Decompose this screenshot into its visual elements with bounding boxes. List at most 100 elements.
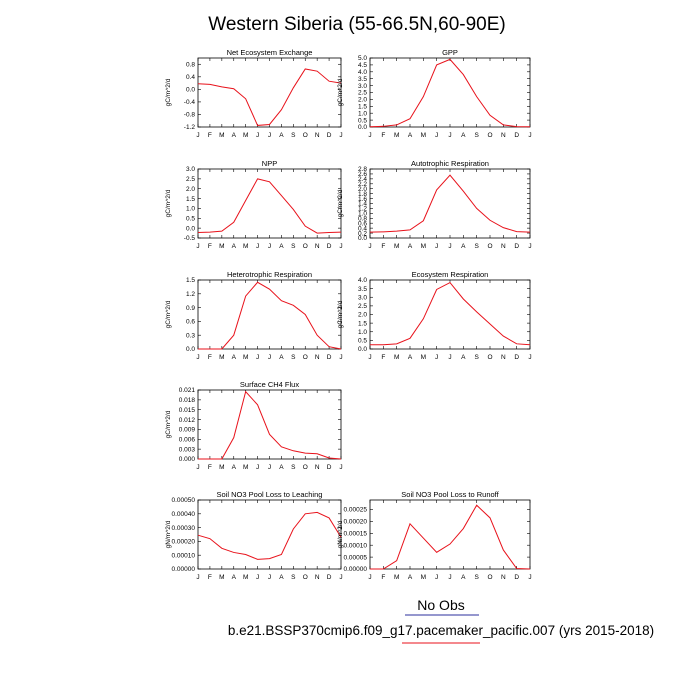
x-tick-label: M bbox=[421, 243, 426, 250]
y-tick-label: 0.00020 bbox=[344, 519, 368, 526]
panel-title: Autotrophic Respiration bbox=[411, 159, 489, 168]
x-tick-label: J bbox=[268, 132, 271, 139]
x-tick-label: N bbox=[315, 132, 320, 139]
x-tick-label: J bbox=[339, 132, 342, 139]
plot-frame bbox=[369, 279, 531, 350]
x-tick-label: A bbox=[279, 354, 284, 361]
x-tick-label: M bbox=[394, 132, 399, 139]
legend-label: No Obs bbox=[417, 597, 464, 613]
x-tick-label: D bbox=[514, 132, 519, 139]
x-tick-label: A bbox=[461, 243, 466, 250]
x-tick-label: A bbox=[232, 243, 237, 250]
x-tick-label: A bbox=[408, 243, 413, 250]
x-tick-label: F bbox=[381, 354, 385, 361]
x-tick-label: J bbox=[528, 574, 531, 581]
series-line bbox=[197, 68, 342, 126]
x-tick-label: J bbox=[196, 243, 199, 250]
x-tick-label: J bbox=[435, 132, 438, 139]
panel-title: Soil NO3 Pool Loss to Runoff bbox=[401, 490, 499, 499]
y-tick-label: 2.8 bbox=[358, 166, 367, 173]
x-tick-label: A bbox=[232, 132, 237, 139]
y-tick-label: 0.00010 bbox=[344, 542, 368, 549]
x-tick-label: D bbox=[514, 243, 519, 250]
y-tick-label: 3.0 bbox=[186, 166, 195, 173]
panel-title: Net Ecosystem Exchange bbox=[227, 48, 313, 57]
x-tick-label: J bbox=[196, 354, 199, 361]
x-tick-label: M bbox=[243, 574, 248, 581]
y-tick-label: 0.009 bbox=[179, 427, 196, 434]
y-tick-label: 2.0 bbox=[186, 186, 195, 193]
x-tick-label: M bbox=[219, 574, 224, 581]
y-tick-label: 0.0 bbox=[358, 346, 367, 353]
x-tick-label: M bbox=[219, 132, 224, 139]
plot-frame bbox=[197, 389, 342, 460]
x-tick-label: A bbox=[461, 132, 466, 139]
x-tick-label: S bbox=[474, 574, 479, 581]
y-tick-label: 0.000 bbox=[179, 456, 196, 463]
y-tick-label: 4.0 bbox=[358, 69, 367, 76]
series-line bbox=[198, 390, 342, 460]
x-tick-label: S bbox=[291, 574, 296, 581]
y-tick-label: 1.5 bbox=[186, 277, 195, 284]
x-tick-label: N bbox=[501, 574, 506, 581]
x-tick-label: M bbox=[421, 354, 426, 361]
y-axis-label: gC/m^2/d bbox=[337, 300, 344, 328]
x-tick-label: F bbox=[208, 354, 212, 361]
x-tick-label: N bbox=[315, 574, 320, 581]
x-tick-label: J bbox=[256, 243, 259, 250]
x-tick-label: A bbox=[232, 464, 237, 471]
panel-title: Ecosystem Respiration bbox=[412, 270, 489, 279]
x-tick-label: J bbox=[368, 243, 371, 250]
x-tick-label: F bbox=[381, 132, 385, 139]
x-tick-label: S bbox=[291, 243, 296, 250]
y-tick-label: 3.5 bbox=[358, 76, 367, 83]
y-tick-label: 0.00015 bbox=[344, 531, 368, 538]
y-tick-label: 0.00050 bbox=[172, 497, 196, 504]
series-line bbox=[370, 281, 531, 346]
y-tick-label: 0.5 bbox=[358, 117, 367, 124]
y-tick-label: 2.2 bbox=[358, 181, 367, 188]
x-tick-label: A bbox=[279, 132, 284, 139]
y-tick-label: 2.4 bbox=[358, 176, 367, 183]
x-tick-label: D bbox=[327, 574, 332, 581]
y-tick-label: 1.0 bbox=[358, 329, 367, 336]
y-tick-label: 0.0 bbox=[186, 346, 195, 353]
series-line bbox=[369, 174, 531, 233]
panel-title: Surface CH4 Flux bbox=[240, 380, 299, 389]
y-tick-label: 0.2 bbox=[358, 230, 367, 237]
x-tick-label: J bbox=[368, 354, 371, 361]
x-tick-label: A bbox=[461, 574, 466, 581]
x-tick-label: D bbox=[327, 354, 332, 361]
x-tick-label: J bbox=[368, 574, 371, 581]
y-tick-label: 2.0 bbox=[358, 186, 367, 193]
y-tick-label: 0.8 bbox=[358, 215, 367, 222]
series-line bbox=[369, 58, 531, 128]
x-tick-label: M bbox=[394, 243, 399, 250]
y-tick-label: 1.5 bbox=[186, 196, 195, 203]
y-tick-label: 0.9 bbox=[186, 305, 195, 312]
y-tick-label: 0.00010 bbox=[172, 552, 196, 559]
x-tick-label: M bbox=[394, 354, 399, 361]
x-tick-label: M bbox=[394, 574, 399, 581]
y-tick-label: 0.018 bbox=[179, 397, 196, 404]
y-tick-label: 3.0 bbox=[358, 83, 367, 90]
x-tick-label: N bbox=[501, 132, 506, 139]
x-tick-label: O bbox=[303, 574, 308, 581]
y-tick-label: 2.6 bbox=[358, 171, 367, 178]
y-axis-label: gC/m^2/d bbox=[165, 410, 172, 438]
x-tick-label: N bbox=[315, 464, 320, 471]
y-tick-label: 2.5 bbox=[358, 303, 367, 310]
x-tick-label: S bbox=[291, 464, 296, 471]
panel-title: Soil NO3 Pool Loss to Leaching bbox=[217, 490, 323, 499]
y-axis-label: gC/m^2/d bbox=[165, 300, 172, 328]
y-tick-label: 0.021 bbox=[179, 387, 196, 394]
x-tick-label: S bbox=[474, 354, 479, 361]
series-line bbox=[370, 504, 531, 570]
plot-frame bbox=[369, 168, 531, 239]
panel-title: NPP bbox=[262, 159, 277, 168]
x-tick-label: O bbox=[303, 354, 308, 361]
y-axis-label: gC/m^2/d bbox=[337, 189, 344, 217]
